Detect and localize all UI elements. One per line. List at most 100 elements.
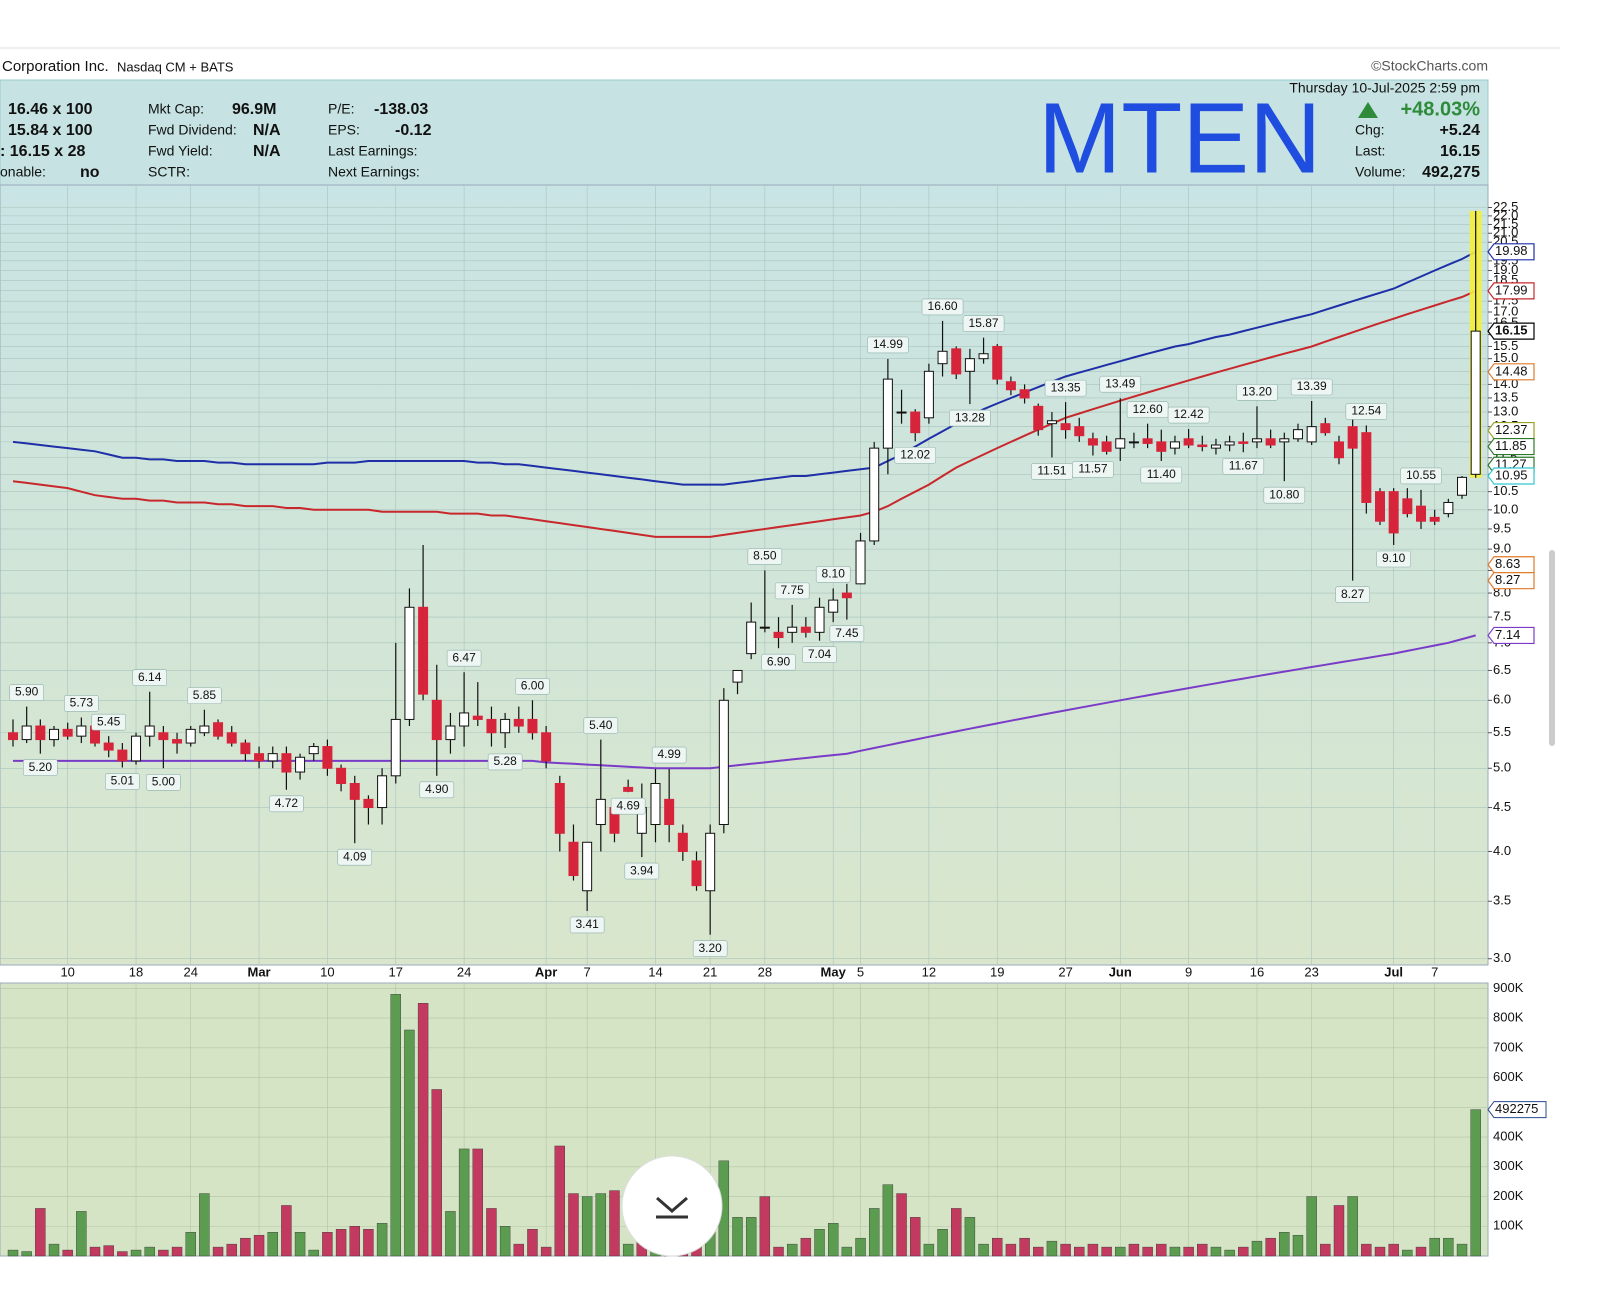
volume-bar: [882, 1184, 894, 1257]
volume-bar: [1402, 1249, 1413, 1257]
price-label: 3.41: [575, 917, 599, 931]
volume-flag: [1487, 1101, 1547, 1119]
candle-body: [226, 732, 237, 744]
candle-body: [459, 712, 470, 727]
candle-body: [1388, 491, 1399, 534]
price-label-box: [1345, 403, 1388, 420]
volume-bar: [472, 1148, 483, 1257]
volume-bar: [35, 1208, 46, 1257]
candle-body: [76, 725, 87, 737]
candle-body: [882, 378, 893, 449]
volume-bar: [445, 1211, 456, 1257]
price-flag: [1487, 626, 1535, 645]
volume-bar: [1251, 1240, 1263, 1257]
volume-bar: [117, 1251, 128, 1257]
price-label: 12.60: [1133, 402, 1163, 416]
volume-bar: [1033, 1246, 1044, 1257]
price-label: 4.69: [616, 798, 640, 812]
datetime: Thursday 10-Jul-2025 2:59 pm: [1289, 80, 1480, 96]
candle-body: [1443, 501, 1454, 515]
last: 16.15: [1440, 143, 1480, 160]
candle-body: [1292, 429, 1303, 440]
candle-body: [1251, 438, 1262, 443]
volume-bar: [595, 1193, 607, 1257]
candle-body: [1087, 438, 1098, 446]
volume-bar: [130, 1249, 142, 1257]
candle-body: [308, 746, 319, 755]
volume-bar: [281, 1205, 292, 1257]
pe: -138.03: [374, 101, 428, 118]
volume-tick-label: 700K: [1493, 1039, 1524, 1054]
volume-bar: [1210, 1246, 1222, 1257]
candle-body: [1156, 441, 1167, 452]
volume-bar: [814, 1229, 825, 1257]
candle-body: [923, 370, 934, 419]
x-tick-label: 18: [129, 964, 143, 979]
volume-bar: [1347, 1196, 1358, 1257]
x-tick-label: 9: [1185, 964, 1192, 979]
y-tick-label: 6.0: [1493, 692, 1511, 707]
price-label: 4.72: [275, 796, 299, 810]
candle-body: [773, 631, 784, 639]
candle-body: [1279, 438, 1290, 443]
chevron[interactable]: [656, 1196, 688, 1219]
candle-body: [828, 599, 839, 613]
price-label-box: [515, 678, 550, 695]
y-tick-label: 4.5: [1493, 799, 1511, 814]
volume-bar: [171, 1246, 183, 1257]
chg-label: Chg:: [1355, 122, 1385, 138]
price-flag-label: 8.63: [1495, 556, 1520, 571]
candle-body: [322, 746, 333, 769]
volume-bar: [1101, 1246, 1112, 1257]
x-tick-label: 10: [320, 964, 334, 979]
price-label: 13.49: [1105, 376, 1135, 390]
y-tick-label: 10.5: [1493, 483, 1518, 498]
button-circle[interactable]: [621, 1155, 723, 1257]
price-label: 4.09: [343, 849, 367, 863]
volume-bar: [1060, 1243, 1071, 1257]
volume-bar: [951, 1208, 962, 1257]
candle-body: [404, 606, 415, 720]
candle-body: [841, 592, 852, 599]
y-tick-label: 19.0: [1493, 262, 1518, 277]
moving-average: [12, 250, 1477, 486]
scroll-down-button[interactable]: [621, 1155, 723, 1257]
volume-bar: [978, 1243, 989, 1257]
x-tick-label: 7: [1431, 964, 1438, 979]
volume-bar: [622, 1243, 634, 1257]
x-tick-label: 21: [703, 964, 717, 979]
price-label: 6.90: [767, 654, 791, 668]
candle-body: [1347, 426, 1358, 449]
candle-body: [1361, 432, 1372, 503]
x-tick-label: 19: [990, 964, 1004, 979]
chg: +5.24: [1440, 122, 1481, 139]
candle-body: [1060, 423, 1071, 431]
volume-tick-label: 400K: [1493, 1128, 1524, 1143]
price-label: 11.40: [1147, 467, 1176, 481]
price-label-box: [1099, 375, 1142, 393]
price-label: 5.45: [97, 714, 121, 728]
candle-body: [1046, 420, 1057, 425]
x-tick-label: 10: [60, 964, 74, 979]
candle-body: [117, 749, 128, 762]
candle-body: [691, 860, 702, 887]
volume-bar: [937, 1229, 948, 1257]
volume-bar: [1005, 1243, 1017, 1257]
candle-body: [1115, 438, 1126, 449]
candle-body: [185, 728, 196, 744]
price-label: 6.00: [521, 678, 545, 692]
volume-bar: [458, 1148, 470, 1257]
candle-body: [363, 798, 374, 809]
price-label: 10.80: [1269, 487, 1299, 501]
price-label: 7.75: [781, 583, 805, 597]
volume-bar: [1265, 1237, 1276, 1257]
candle-body: [1169, 441, 1180, 449]
mkt-cap-label: Mkt Cap:: [148, 101, 204, 117]
candle-body: [254, 753, 265, 762]
price-label-box: [23, 759, 58, 776]
x-tick-label: Jun: [1109, 964, 1132, 979]
x-tick-label: 5: [857, 964, 864, 979]
y-tick-label: 22.5: [1493, 199, 1518, 214]
candle-body: [62, 728, 73, 737]
scrollbar[interactable]: [1549, 550, 1555, 746]
